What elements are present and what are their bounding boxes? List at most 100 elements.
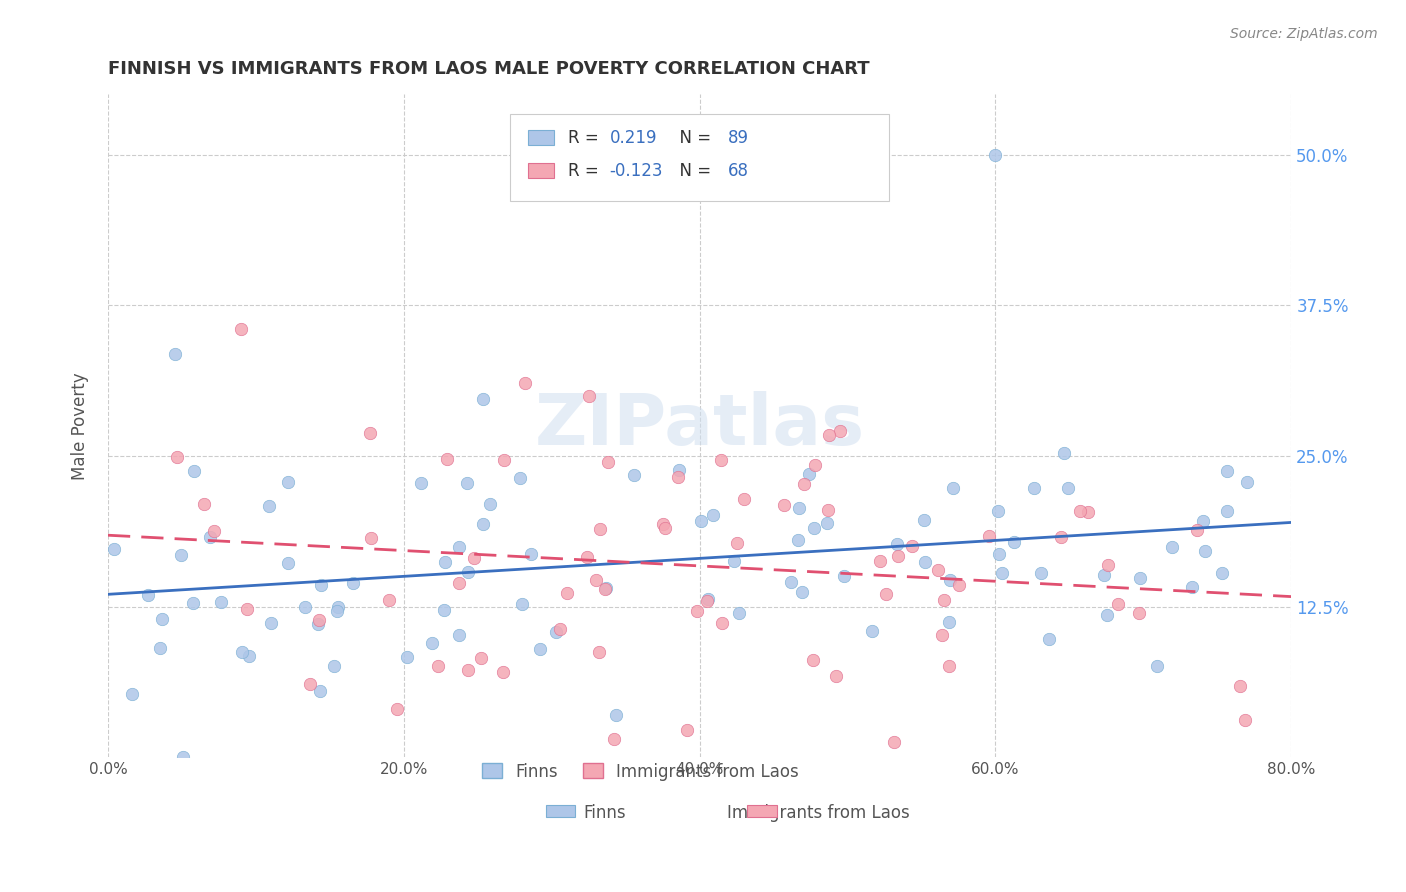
Point (1215, 504, 1237, 518)
FancyBboxPatch shape (529, 130, 554, 145)
Point (1069, 504, 1091, 518)
Point (515, 376, 537, 390)
Text: -0.123: -0.123 (610, 161, 664, 179)
Point (259, 615, 281, 630)
Point (860, 624, 883, 638)
Legend: Finns, Immigrants from Laos: Finns, Immigrants from Laos (474, 754, 807, 789)
Point (449, 541, 471, 555)
Point (103, 542, 125, 557)
Point (323, 659, 346, 673)
Point (457, 565, 479, 579)
Point (447, 576, 470, 591)
Text: N =: N = (669, 128, 716, 146)
Point (198, 530, 221, 544)
Point (790, 585, 813, 599)
Point (593, 582, 616, 596)
Point (815, 516, 838, 531)
Point (360, 531, 382, 545)
Point (927, 563, 949, 577)
Point (170, 548, 193, 562)
Point (603, 732, 626, 747)
Point (818, 428, 841, 442)
Point (472, 392, 495, 406)
Point (277, 475, 299, 489)
Point (710, 453, 733, 467)
Point (1092, 568, 1115, 582)
Point (492, 452, 515, 467)
Point (326, 604, 349, 618)
Point (238, 648, 260, 663)
FancyBboxPatch shape (529, 163, 554, 178)
Point (578, 389, 600, 403)
Point (309, 578, 332, 592)
Point (883, 734, 905, 748)
Point (136, 588, 159, 602)
Point (307, 616, 329, 631)
Text: FINNISH VS IMMIGRANTS FROM LAOS MALE POVERTY CORRELATION CHART: FINNISH VS IMMIGRANTS FROM LAOS MALE POV… (108, 60, 870, 78)
Point (832, 569, 855, 583)
Point (977, 529, 1000, 543)
Point (991, 566, 1014, 580)
Point (725, 535, 748, 549)
Point (308, 684, 330, 698)
Point (817, 503, 839, 517)
Point (773, 498, 796, 512)
Point (702, 508, 724, 523)
Point (555, 586, 578, 600)
Point (1038, 632, 1060, 646)
Point (1181, 580, 1204, 594)
Text: N =: N = (669, 161, 716, 179)
Point (710, 616, 733, 631)
Point (912, 513, 935, 527)
Text: Immigrants from Laos: Immigrants from Laos (727, 804, 910, 822)
Point (686, 604, 709, 618)
Point (1194, 543, 1216, 558)
Text: Source: ZipAtlas.com: Source: ZipAtlas.com (1230, 27, 1378, 41)
Point (605, 708, 627, 723)
Point (492, 665, 515, 679)
Point (470, 650, 492, 665)
FancyBboxPatch shape (546, 805, 575, 817)
Point (231, 322, 253, 336)
Point (690, 514, 713, 528)
Point (787, 500, 810, 515)
Point (183, 596, 205, 610)
Point (1002, 534, 1025, 549)
Point (308, 613, 330, 627)
Text: 0.219: 0.219 (610, 128, 657, 146)
Point (1022, 481, 1045, 495)
Point (886, 537, 908, 551)
FancyBboxPatch shape (510, 114, 889, 201)
Point (546, 624, 568, 639)
Point (804, 458, 827, 472)
Point (257, 500, 280, 514)
Point (666, 470, 689, 484)
Point (150, 612, 173, 626)
Point (163, 347, 186, 361)
Point (183, 464, 205, 478)
Point (696, 593, 718, 607)
Point (938, 659, 960, 673)
Text: R =: R = (568, 128, 605, 146)
Point (825, 669, 848, 683)
Point (172, 750, 194, 764)
Point (801, 653, 824, 667)
Point (575, 550, 598, 565)
Point (420, 636, 443, 650)
Point (727, 606, 749, 620)
Point (1216, 464, 1239, 478)
Point (1160, 541, 1182, 555)
Point (509, 471, 531, 485)
Point (595, 581, 617, 595)
Point (1107, 597, 1129, 611)
Point (1077, 505, 1099, 519)
Point (988, 547, 1011, 561)
Point (359, 426, 381, 441)
Point (231, 645, 253, 659)
Point (1236, 475, 1258, 489)
Point (668, 463, 690, 477)
Text: ZIPatlas: ZIPatlas (534, 392, 865, 460)
Point (941, 481, 963, 495)
Point (385, 702, 408, 716)
Point (676, 723, 699, 737)
